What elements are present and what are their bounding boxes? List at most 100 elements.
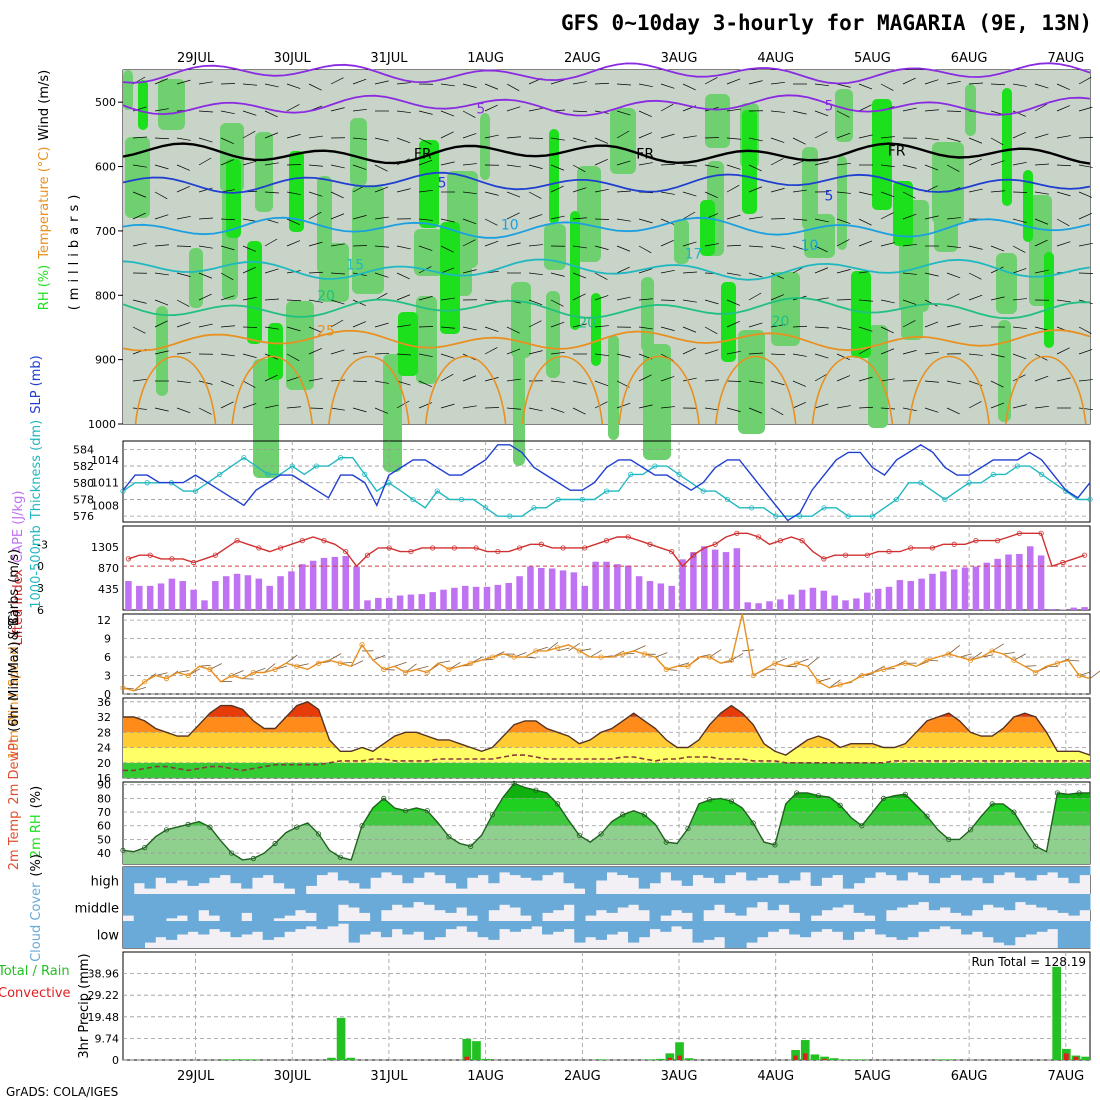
wind-barb <box>660 239 674 247</box>
wind-barb <box>242 130 256 139</box>
wind-barb <box>396 324 411 328</box>
lifted-index-line-point <box>799 538 805 544</box>
wind-barb <box>440 297 455 301</box>
wind-barb <box>968 401 982 409</box>
date-label-top: 29JUL <box>177 51 215 66</box>
wind-barb <box>836 375 851 382</box>
wind-barb <box>704 299 719 305</box>
wind-barb <box>462 163 477 166</box>
rh-line-point <box>163 827 170 833</box>
wind-barb <box>616 402 631 409</box>
cape-bar <box>396 595 404 610</box>
axis-label-part: 10m Wind <box>7 693 22 759</box>
thickness-line-point <box>362 471 368 478</box>
cloud-cell <box>928 867 941 884</box>
cloud-cell <box>767 894 779 911</box>
wind-barb <box>946 323 961 328</box>
cloud-cell <box>724 867 736 876</box>
wind-barb <box>594 325 609 328</box>
rh-band-mid <box>350 118 367 186</box>
wind-barb <box>418 159 433 166</box>
wind-speed-line-point <box>424 669 430 676</box>
wind-barb <box>308 326 323 333</box>
surface-wind-barb <box>633 645 646 652</box>
wind-barb <box>330 319 344 328</box>
wind-barb <box>132 378 147 382</box>
lifted-index-line-point <box>147 552 153 558</box>
cloud-cell <box>638 867 650 889</box>
wind-barb <box>1078 136 1093 139</box>
wind-barb <box>418 189 433 193</box>
wind-speed-line-point <box>794 660 800 666</box>
wind-barb <box>770 407 784 416</box>
wind-barb <box>968 294 983 301</box>
wind10m-ylabel: 10m Wind Speed & Barbs (m/s) <box>7 549 22 759</box>
surface-wind-barb <box>568 642 581 652</box>
contour-label: FR <box>636 147 654 163</box>
wind-barb <box>506 164 521 168</box>
wind-barb <box>396 188 411 193</box>
thickness-line-point <box>676 471 682 478</box>
wind-barb <box>176 407 191 414</box>
wind-barb <box>308 241 323 247</box>
cape-bar <box>983 562 991 610</box>
rh-band-mid <box>738 330 765 434</box>
rh-band-mid <box>802 147 818 230</box>
surface-wind-barb <box>557 647 570 652</box>
cloud-cell <box>875 867 887 873</box>
rh-band-mid <box>804 214 835 258</box>
wind-barb <box>506 348 521 355</box>
cloud-cell <box>423 921 436 940</box>
wind-speed-line-point <box>576 648 582 654</box>
wind-barb <box>1078 379 1093 382</box>
wind-barb <box>770 158 784 166</box>
cloud-cell <box>208 867 221 878</box>
wind-barb <box>858 299 873 302</box>
y-tick-label: 500 <box>95 96 116 109</box>
date-label-bottom: 3AUG <box>661 1069 698 1084</box>
rh-line-point <box>772 842 778 848</box>
y-tick-label: 800 <box>95 289 116 302</box>
cape-bar <box>1081 607 1088 610</box>
wind-barb <box>506 242 521 247</box>
thickness-line-point <box>966 480 972 486</box>
convective-bar <box>822 1058 827 1060</box>
cloud-cell <box>251 894 264 921</box>
wind-barb <box>726 272 741 276</box>
upper-air-panel: 5 5 FR FR FR 5 5 10 10 15 17 20 20 20 25 500 600 700 800 90… <box>88 62 1094 478</box>
lifted-index-line-point <box>386 545 392 551</box>
wind-barb <box>990 266 1004 274</box>
wind-barb <box>858 83 873 90</box>
temperature-contour <box>122 296 1091 320</box>
wind-barb <box>616 218 631 222</box>
precip-bar <box>945 1059 955 1060</box>
date-label-bottom: 5AUG <box>854 1069 891 1084</box>
wind-barb <box>792 401 806 409</box>
wind-barb <box>220 272 234 281</box>
wind-barb <box>264 404 279 409</box>
wind-barb <box>572 380 587 385</box>
rh-line-point <box>142 844 148 851</box>
rh-band-mid <box>255 132 273 212</box>
date-label-bottom: 30JUL <box>274 1069 312 1084</box>
date-label-top: 7AUG <box>1047 51 1084 66</box>
contour-label: 17 <box>685 246 703 262</box>
cloud-cell <box>477 921 489 938</box>
thickness-line-point <box>458 496 465 503</box>
wind-barb <box>1078 76 1092 85</box>
wind-barb <box>638 110 652 118</box>
cloud-cell <box>832 921 844 932</box>
wind-barb <box>946 407 960 415</box>
wind-barb <box>1034 269 1049 274</box>
cape-bar <box>527 566 534 610</box>
wind-barb <box>484 134 499 139</box>
wind-barb <box>814 218 829 223</box>
wind-barb <box>616 190 631 193</box>
cloud-cell <box>724 894 736 913</box>
wind-barb <box>396 245 411 250</box>
lifted-index-line-point <box>929 545 936 551</box>
wind-barb <box>880 348 895 355</box>
rh-band-high <box>268 323 283 380</box>
wind-barb <box>748 292 762 301</box>
cloud-cell <box>778 867 790 884</box>
